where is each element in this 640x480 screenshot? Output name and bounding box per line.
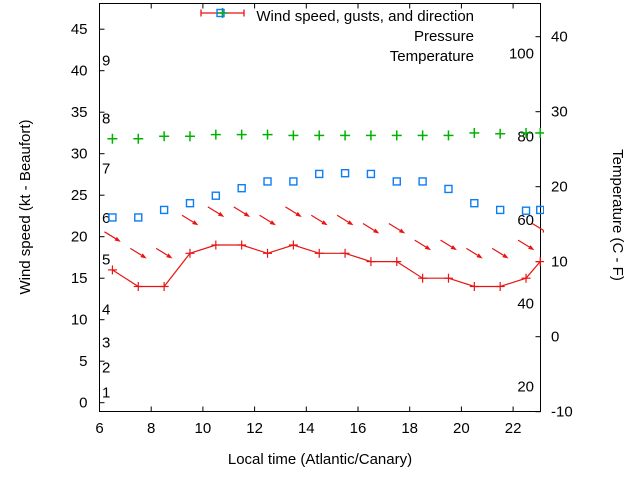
legend-label-temperature: Temperature — [389, 47, 474, 65]
svg-text:30: 30 — [71, 146, 88, 163]
svg-text:25: 25 — [71, 187, 88, 204]
legend-item-temperature: Temperature — [200, 8, 534, 66]
legend-label-pressure: Pressure — [413, 27, 474, 45]
svg-text:4: 4 — [102, 301, 110, 318]
svg-text:6: 6 — [102, 210, 110, 227]
svg-text:3: 3 — [102, 335, 110, 352]
svg-text:20: 20 — [551, 179, 568, 196]
svg-text:10: 10 — [551, 254, 568, 271]
svg-text:35: 35 — [71, 104, 88, 121]
svg-text:20: 20 — [453, 420, 470, 437]
svg-text:12: 12 — [246, 420, 263, 437]
x-axis-title: Local time (Atlantic/Canary) — [227, 451, 413, 468]
svg-text:18: 18 — [401, 420, 418, 437]
svg-text:2: 2 — [102, 360, 110, 377]
wind-errorbar-sample-icon — [200, 8, 522, 23]
svg-text:1: 1 — [102, 384, 110, 401]
legend-label-wind: Wind speed, gusts, and direction — [256, 7, 474, 25]
fahrenheit-inner-labels: 20406080100 — [509, 45, 534, 395]
temp-tick-labels: -10 0 10 20 30 40 — [535, 29, 573, 421]
svg-text:7: 7 — [102, 160, 110, 177]
pressure-markers — [107, 127, 544, 144]
svg-text:10: 10 — [71, 312, 88, 329]
svg-text:8: 8 — [102, 111, 110, 128]
svg-text:45: 45 — [71, 21, 88, 38]
left-y-axis-title: Wind speed (kt - Beaufort) — [17, 119, 34, 295]
svg-text:40: 40 — [71, 63, 88, 80]
legend-item-wind: Wind speed, gusts, and direction — [200, 6, 534, 26]
svg-text:10: 10 — [195, 420, 212, 437]
svg-text:8: 8 — [147, 420, 155, 437]
svg-text:100: 100 — [509, 45, 534, 62]
data-series — [104, 127, 544, 291]
svg-text:16: 16 — [350, 420, 367, 437]
svg-text:-10: -10 — [551, 404, 573, 421]
svg-text:5: 5 — [102, 252, 110, 269]
temperature-markers — [108, 168, 544, 222]
wind-speed-line — [107, 240, 544, 291]
temperature-square-icon — [216, 8, 522, 63]
svg-text:40: 40 — [517, 295, 534, 312]
svg-text:15: 15 — [71, 270, 88, 287]
legend: Wind speed, gusts, and direction Pressur… — [200, 6, 534, 66]
svg-text:22: 22 — [505, 420, 522, 437]
svg-text:5: 5 — [79, 353, 87, 370]
gust-direction-arrows — [104, 206, 544, 259]
svg-text:30: 30 — [551, 104, 568, 121]
svg-text:0: 0 — [551, 329, 559, 346]
svg-text:9: 9 — [102, 52, 110, 69]
plot-border — [99, 3, 541, 412]
svg-text:6: 6 — [95, 420, 103, 437]
right-y-axis-title: Temperature (C - F) — [609, 149, 626, 281]
svg-text:20: 20 — [517, 379, 534, 396]
beaufort-inner-labels: 1 2 3 4 5 6 7 8 9 — [102, 52, 110, 401]
svg-text:20: 20 — [71, 229, 88, 246]
pressure-plus-icon — [217, 8, 522, 43]
legend-item-pressure: Pressure — [200, 8, 534, 46]
svg-text:60: 60 — [517, 212, 534, 229]
svg-text:14: 14 — [298, 420, 315, 437]
x-tick-labels: 6 8 10 12 14 16 18 20 22 — [95, 3, 522, 437]
svg-text:40: 40 — [551, 29, 568, 46]
svg-text:0: 0 — [79, 395, 87, 412]
wind-tick-labels: 0 5 10 15 20 25 30 35 40 45 — [71, 21, 105, 412]
